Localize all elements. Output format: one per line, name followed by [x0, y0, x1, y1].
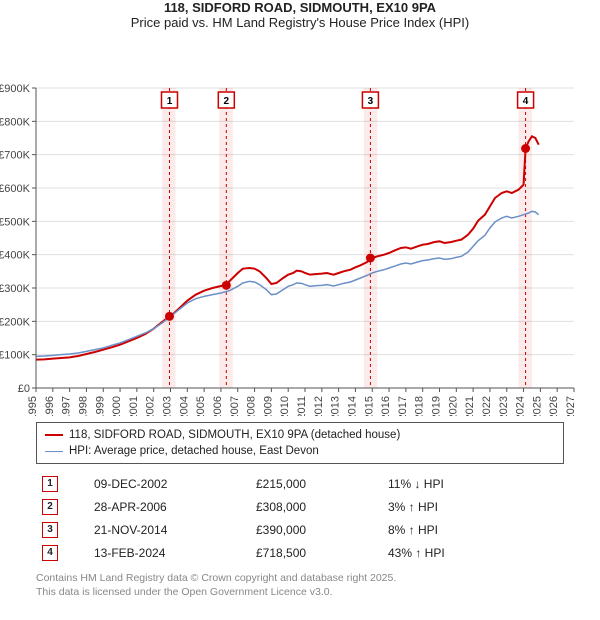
sale-delta: 3% ↑ HPI [382, 495, 564, 518]
sale-date: 09-DEC-2002 [88, 472, 250, 495]
legend-swatch [45, 451, 63, 452]
svg-text:2002: 2002 [145, 396, 157, 416]
footer-line-1: Contains HM Land Registry data © Crown c… [36, 572, 564, 586]
svg-text:2013: 2013 [330, 396, 342, 416]
sale-price: £390,000 [250, 518, 382, 541]
svg-text:2010: 2010 [279, 396, 291, 416]
svg-text:2027: 2027 [565, 396, 577, 416]
legend-label: 118, SIDFORD ROAD, SIDMOUTH, EX10 9PA (d… [69, 427, 400, 443]
legend: 118, SIDFORD ROAD, SIDMOUTH, EX10 9PA (d… [36, 422, 564, 464]
chart-container: { "title": "118, SIDFORD ROAD, SIDMOUTH,… [0, 0, 600, 620]
chart-svg: 1 2 3 4 £0 £100K £200K £300K £400K £500K £600K £700… [0, 36, 600, 416]
svg-text:2025: 2025 [531, 396, 543, 416]
sale-delta: 43% ↑ HPI [382, 541, 564, 564]
svg-text:2022: 2022 [481, 396, 493, 416]
chart-title: 118, SIDFORD ROAD, SIDMOUTH, EX10 9PA [0, 0, 600, 15]
svg-text:2021: 2021 [464, 396, 476, 416]
svg-text:£800K: £800K [0, 116, 31, 128]
svg-text:£0: £0 [18, 383, 30, 395]
sale-price: £718,500 [250, 541, 382, 564]
svg-text:2005: 2005 [195, 396, 207, 416]
svg-text:£900K: £900K [0, 83, 31, 95]
svg-text:£100K: £100K [0, 350, 31, 362]
svg-text:2019: 2019 [431, 396, 443, 416]
svg-text:2009: 2009 [262, 396, 274, 416]
svg-text:2017: 2017 [397, 396, 409, 416]
sales-table: 1 09-DEC-2002£215,00011% ↓ HPI 2 28-APR-200… [36, 472, 564, 564]
svg-text:2008: 2008 [246, 396, 258, 416]
sale-date: 13-FEB-2024 [88, 541, 250, 564]
svg-text:2016: 2016 [380, 396, 392, 416]
legend-swatch [45, 434, 63, 436]
svg-text:£400K: £400K [0, 250, 31, 262]
svg-text:2023: 2023 [498, 396, 510, 416]
svg-text:£200K: £200K [0, 316, 31, 328]
sale-date: 28-APR-2006 [88, 495, 250, 518]
sale-delta: 8% ↑ HPI [382, 518, 564, 541]
svg-text:2026: 2026 [548, 396, 560, 416]
svg-text:£500K: £500K [0, 216, 31, 228]
sale-row: 1 09-DEC-2002£215,00011% ↓ HPI [36, 472, 564, 495]
svg-text:2012: 2012 [313, 396, 325, 416]
svg-text:1: 1 [167, 96, 173, 107]
svg-text:2020: 2020 [447, 396, 459, 416]
sale-marker: 2 [42, 499, 58, 515]
svg-text:2003: 2003 [162, 396, 174, 416]
sale-row: 2 28-APR-2006£308,0003% ↑ HPI [36, 495, 564, 518]
sale-price: £308,000 [250, 495, 382, 518]
chart-plot: 1 2 3 4 £0 £100K £200K £300K £400K £500K £600K £700… [0, 36, 600, 416]
svg-text:1997: 1997 [61, 396, 73, 416]
sale-date: 21-NOV-2014 [88, 518, 250, 541]
svg-text:2024: 2024 [515, 396, 527, 416]
svg-text:2011: 2011 [296, 396, 308, 416]
svg-text:2000: 2000 [111, 396, 123, 416]
svg-text:1999: 1999 [94, 396, 106, 416]
sale-marker: 1 [42, 476, 58, 492]
sale-price: £215,000 [250, 472, 382, 495]
sale-marker: 3 [42, 522, 58, 538]
svg-text:1995: 1995 [27, 396, 39, 416]
chart-subtitle: Price paid vs. HM Land Registry's House … [0, 15, 600, 30]
sale-marker: 4 [42, 545, 58, 561]
svg-text:2007: 2007 [229, 396, 241, 416]
svg-text:2014: 2014 [346, 396, 358, 416]
svg-text:£300K: £300K [0, 283, 31, 295]
sale-row: 3 21-NOV-2014£390,0008% ↑ HPI [36, 518, 564, 541]
footer-attribution: Contains HM Land Registry data © Crown c… [36, 572, 564, 599]
svg-text:3: 3 [368, 96, 374, 107]
svg-text:£700K: £700K [0, 150, 31, 162]
svg-text:1998: 1998 [77, 396, 89, 416]
svg-text:2004: 2004 [178, 396, 190, 416]
svg-text:2001: 2001 [128, 396, 140, 416]
sale-delta: 11% ↓ HPI [382, 472, 564, 495]
svg-text:£600K: £600K [0, 183, 31, 195]
svg-text:2015: 2015 [363, 396, 375, 416]
svg-text:2018: 2018 [414, 396, 426, 416]
legend-label: HPI: Average price, detached house, East… [69, 443, 319, 459]
svg-text:1996: 1996 [44, 396, 56, 416]
svg-text:4: 4 [523, 96, 529, 107]
sale-row: 4 13-FEB-2024£718,50043% ↑ HPI [36, 541, 564, 564]
svg-text:2: 2 [224, 96, 230, 107]
legend-item: HPI: Average price, detached house, East… [45, 443, 555, 459]
legend-item: 118, SIDFORD ROAD, SIDMOUTH, EX10 9PA (d… [45, 427, 555, 443]
svg-text:2006: 2006 [212, 396, 224, 416]
footer-line-2: This data is licensed under the Open Gov… [36, 586, 564, 600]
